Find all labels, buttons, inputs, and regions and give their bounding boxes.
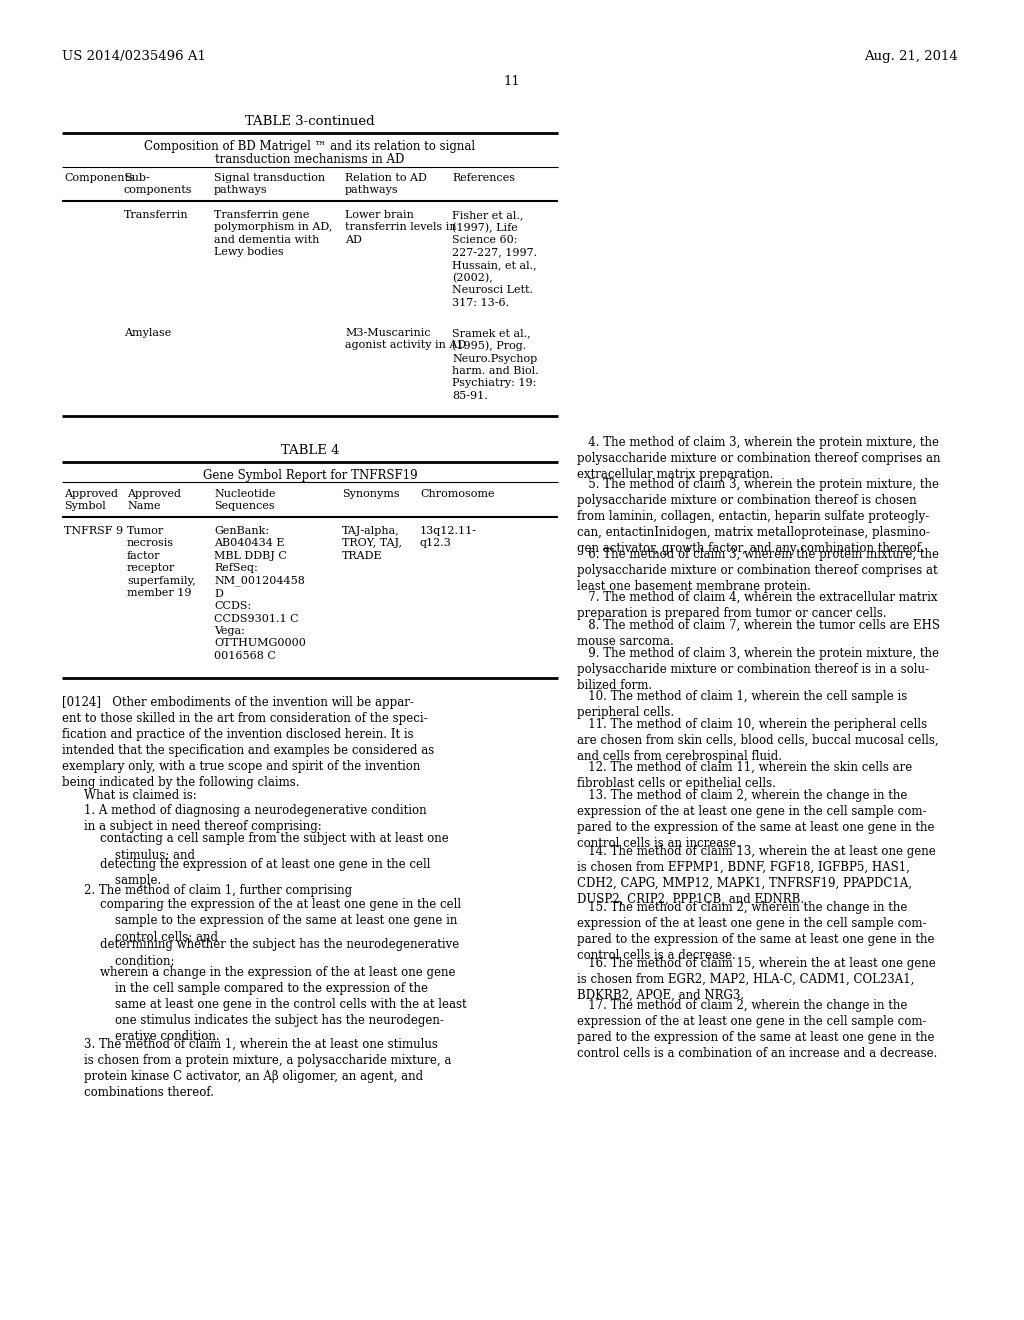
Text: Transferrin: Transferrin — [124, 210, 188, 220]
Text: Gene Symbol Report for TNFRSF19: Gene Symbol Report for TNFRSF19 — [203, 469, 418, 482]
Text: 15. The method of claim 2, wherein the change in the
expression of the at least : 15. The method of claim 2, wherein the c… — [577, 902, 935, 962]
Text: Chromosome: Chromosome — [420, 488, 495, 499]
Text: Synonyms: Synonyms — [342, 488, 399, 499]
Text: TABLE 3-continued: TABLE 3-continued — [245, 115, 375, 128]
Text: 13. The method of claim 2, wherein the change in the
expression of the at least : 13. The method of claim 2, wherein the c… — [577, 789, 935, 850]
Text: What is claimed is:: What is claimed is: — [84, 789, 197, 803]
Text: Tumor
necrosis
factor
receptor
superfamily,
member 19: Tumor necrosis factor receptor superfami… — [127, 525, 196, 598]
Text: US 2014/0235496 A1: US 2014/0235496 A1 — [62, 50, 206, 63]
Text: wherein a change in the expression of the at least one gene
    in the cell samp: wherein a change in the expression of th… — [100, 966, 467, 1043]
Text: 3. The method of claim 1, wherein the at least one stimulus
is chosen from a pro: 3. The method of claim 1, wherein the at… — [84, 1038, 452, 1100]
Text: Amylase: Amylase — [124, 327, 171, 338]
Text: 14. The method of claim 13, wherein the at least one gene
is chosen from EFPMP1,: 14. The method of claim 13, wherein the … — [577, 845, 936, 906]
Text: 2. The method of claim 1, further comprising: 2. The method of claim 1, further compri… — [84, 884, 352, 898]
Text: TABLE 4: TABLE 4 — [281, 444, 339, 457]
Text: 17. The method of claim 2, wherein the change in the
expression of the at least : 17. The method of claim 2, wherein the c… — [577, 999, 937, 1060]
Text: Signal transduction
pathways: Signal transduction pathways — [214, 173, 326, 195]
Text: contacting a cell sample from the subject with at least one
    stimulus; and: contacting a cell sample from the subjec… — [100, 832, 449, 861]
Text: TAJ-alpha,
TROY, TAJ,
TRADE: TAJ-alpha, TROY, TAJ, TRADE — [342, 525, 402, 561]
Text: 11: 11 — [504, 75, 520, 88]
Text: Transferrin gene
polymorphism in AD,
and dementia with
Lewy bodies: Transferrin gene polymorphism in AD, and… — [214, 210, 333, 257]
Text: comparing the expression of the at least one gene in the cell
    sample to the : comparing the expression of the at least… — [100, 898, 461, 942]
Text: Components: Components — [63, 173, 135, 183]
Text: M3-Muscarinic
agonist activity in AD: M3-Muscarinic agonist activity in AD — [345, 327, 466, 350]
Text: 5. The method of claim 3, wherein the protein mixture, the
polysaccharide mixtur: 5. The method of claim 3, wherein the pr… — [577, 478, 939, 554]
Text: 7. The method of claim 4, wherein the extracellular matrix
preparation is prepar: 7. The method of claim 4, wherein the ex… — [577, 591, 938, 620]
Text: Composition of BD Matrigel ™ and its relation to signal: Composition of BD Matrigel ™ and its rel… — [144, 140, 475, 153]
Text: 12. The method of claim 11, wherein the skin cells are
fibroblast cells or epith: 12. The method of claim 11, wherein the … — [577, 762, 912, 789]
Text: detecting the expression of at least one gene in the cell
    sample.: detecting the expression of at least one… — [100, 858, 430, 887]
Text: Fisher et al.,
(1997), Life
Science 60:
227-227, 1997.
Hussain, et al.,
(2002),
: Fisher et al., (1997), Life Science 60: … — [452, 210, 538, 308]
Text: Approved
Symbol: Approved Symbol — [63, 488, 118, 511]
Text: 13q12.11-
q12.3: 13q12.11- q12.3 — [420, 525, 477, 548]
Text: 8. The method of claim 7, wherein the tumor cells are EHS
mouse sarcoma.: 8. The method of claim 7, wherein the tu… — [577, 619, 940, 648]
Text: Approved
Name: Approved Name — [127, 488, 181, 511]
Text: GenBank:
AB040434 E
MBL DDBJ C
RefSeq:
NM_001204458
D
CCDS:
CCDS9301.1 C
Vega:
O: GenBank: AB040434 E MBL DDBJ C RefSeq: N… — [214, 525, 306, 661]
Text: determining whether the subject has the neurodegenerative
    condition;: determining whether the subject has the … — [100, 939, 459, 968]
Text: 11. The method of claim 10, wherein the peripheral cells
are chosen from skin ce: 11. The method of claim 10, wherein the … — [577, 718, 939, 763]
Text: transduction mechanisms in AD: transduction mechanisms in AD — [215, 153, 404, 166]
Text: Relation to AD
pathways: Relation to AD pathways — [345, 173, 427, 195]
Text: Aug. 21, 2014: Aug. 21, 2014 — [864, 50, 958, 63]
Text: Lower brain
transferrin levels in
AD: Lower brain transferrin levels in AD — [345, 210, 457, 244]
Text: [0124]   Other embodiments of the invention will be appar-
ent to those skilled : [0124] Other embodiments of the inventio… — [62, 696, 434, 789]
Text: Nucleotide
Sequences: Nucleotide Sequences — [214, 488, 275, 511]
Text: Sramek et al.,
(1995), Prog.
Neuro.Psychop
harm. and Biol.
Psychiatry: 19:
85-91: Sramek et al., (1995), Prog. Neuro.Psych… — [452, 327, 539, 401]
Text: 6. The method of claim 3, wherein the protein mixture, the
polysaccharide mixtur: 6. The method of claim 3, wherein the pr… — [577, 548, 939, 593]
Text: 9. The method of claim 3, wherein the protein mixture, the
polysaccharide mixtur: 9. The method of claim 3, wherein the pr… — [577, 647, 939, 692]
Text: References: References — [452, 173, 515, 183]
Text: 10. The method of claim 1, wherein the cell sample is
peripheral cells.: 10. The method of claim 1, wherein the c… — [577, 690, 907, 719]
Text: 16. The method of claim 15, wherein the at least one gene
is chosen from EGR2, M: 16. The method of claim 15, wherein the … — [577, 957, 936, 1002]
Text: TNFRSF 9: TNFRSF 9 — [63, 525, 123, 536]
Text: 4. The method of claim 3, wherein the protein mixture, the
polysaccharide mixtur: 4. The method of claim 3, wherein the pr… — [577, 436, 940, 480]
Text: 1. A method of diagnosing a neurodegenerative condition
in a subject in need the: 1. A method of diagnosing a neurodegener… — [84, 804, 427, 833]
Text: Sub-
components: Sub- components — [124, 173, 193, 195]
